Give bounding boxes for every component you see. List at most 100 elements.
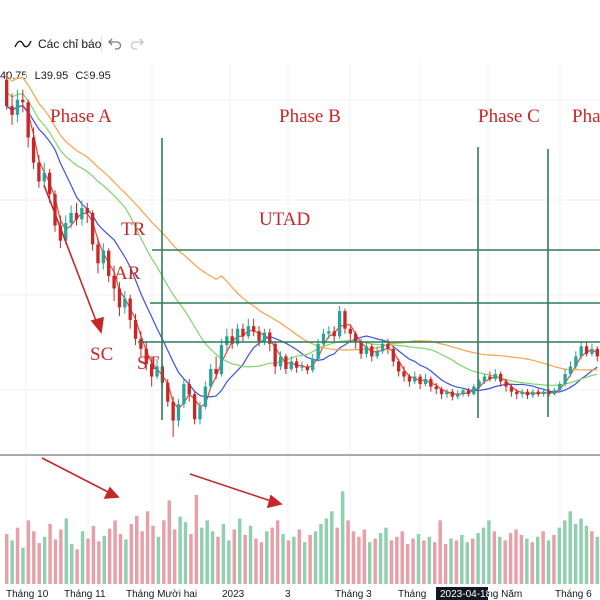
volume-bar xyxy=(118,534,123,584)
candle-body xyxy=(219,345,224,374)
volume-bar xyxy=(465,542,469,584)
candle-body xyxy=(568,366,573,374)
candle-body xyxy=(80,207,84,220)
volume-bar xyxy=(579,518,583,584)
tr-label: TR xyxy=(121,219,146,240)
volume-bar xyxy=(151,525,155,584)
candle-body xyxy=(278,356,283,367)
candle-body xyxy=(354,333,358,342)
candle-body xyxy=(64,223,68,241)
volume-bar xyxy=(460,534,464,584)
volume-bar xyxy=(32,531,36,584)
candle-body xyxy=(493,374,497,380)
indicators-button[interactable]: Các chỉ báo xyxy=(14,34,101,54)
volume-bar xyxy=(530,542,535,584)
candle-body xyxy=(311,358,315,371)
candle-body xyxy=(332,331,336,337)
candle-body xyxy=(192,394,197,420)
candle-body xyxy=(364,346,369,354)
volume-bar xyxy=(535,536,540,584)
candle-body xyxy=(90,212,95,245)
volume-bar xyxy=(319,524,323,584)
volume-bar xyxy=(546,540,551,584)
x-label-thang4: Tháng xyxy=(398,589,426,600)
candle-body xyxy=(230,336,234,344)
volume-bar xyxy=(259,542,264,584)
volume-bar xyxy=(297,529,302,584)
candle-body xyxy=(112,275,116,289)
volume-bar xyxy=(340,491,345,584)
candle-body xyxy=(563,374,567,385)
volume-bar xyxy=(10,540,14,584)
candle-body xyxy=(117,288,122,308)
volume-bar xyxy=(162,520,166,584)
volume-bar xyxy=(378,533,383,584)
candle-body xyxy=(300,366,304,368)
volume-bar xyxy=(411,538,415,584)
x-label-thang11: Tháng 11 xyxy=(64,589,106,600)
candle-body xyxy=(482,376,487,382)
price-chart[interactable]: Phase A Phase B Phase C Pha TR AR SC ST … xyxy=(0,62,600,600)
volume-bar xyxy=(503,540,507,584)
utad-label: UTAD xyxy=(259,209,310,230)
volume-bar xyxy=(384,527,388,584)
volume-bar xyxy=(15,527,20,584)
volume-bar xyxy=(508,533,513,584)
candle-body xyxy=(128,298,132,320)
indicators-label: Các chỉ báo xyxy=(38,37,102,51)
volume-bar xyxy=(254,538,258,584)
volume-bar xyxy=(189,534,193,584)
candle-body xyxy=(402,371,406,377)
volume-bar xyxy=(427,536,432,584)
volume-bar xyxy=(37,543,41,584)
candle-body xyxy=(579,346,583,357)
candle-body xyxy=(477,381,481,387)
candle-body xyxy=(268,332,272,344)
volume-bar xyxy=(373,538,377,584)
phase-b-label: Phase B xyxy=(279,106,341,127)
volume-bar xyxy=(172,529,177,584)
candle-body xyxy=(456,394,460,397)
volume-bar xyxy=(476,533,480,584)
candle-body xyxy=(284,356,288,369)
candle-body xyxy=(359,341,363,354)
volume-bar xyxy=(395,536,399,584)
volume-bar xyxy=(221,524,226,584)
candle-body xyxy=(595,348,599,357)
crosshair-date-badge xyxy=(436,587,488,600)
candle-body xyxy=(294,361,299,368)
toolbar-divider xyxy=(101,36,102,52)
phase-d-label: Pha xyxy=(572,106,600,127)
volume-bar xyxy=(205,520,209,584)
candle-body xyxy=(375,351,379,357)
time-axis: Tháng 10 Tháng 11 Tháng Mười hai 2023 3 … xyxy=(6,587,592,600)
volume-bar xyxy=(449,538,453,584)
candle-body xyxy=(574,356,578,367)
volume-bar xyxy=(21,547,25,584)
x-label-thang6: Tháng 6 xyxy=(555,589,592,600)
candle-body xyxy=(187,384,191,395)
candle-body xyxy=(541,391,546,395)
redo-button[interactable] xyxy=(130,34,144,54)
candle-body xyxy=(289,361,293,369)
candle-body xyxy=(241,328,245,337)
volume-bar xyxy=(53,539,58,584)
volume-bar xyxy=(243,534,247,584)
volume-bar xyxy=(97,541,101,584)
undo-button[interactable] xyxy=(108,34,122,54)
volume-bar xyxy=(470,538,475,584)
volume-bar xyxy=(525,538,529,584)
volume-bar xyxy=(400,531,404,584)
volume-bar xyxy=(91,525,96,584)
volume-bar xyxy=(541,531,545,584)
volume-bar xyxy=(405,544,410,584)
candle-body xyxy=(21,99,25,103)
x-label-thang3: Tháng 3 xyxy=(335,589,372,600)
candle-body xyxy=(413,376,417,382)
volume-bar xyxy=(86,538,90,584)
volume-bar xyxy=(590,531,594,584)
candle-body xyxy=(466,390,471,395)
volume-bar xyxy=(335,527,339,584)
candle-body xyxy=(198,406,202,420)
ohlc-low: L39.95 xyxy=(34,70,69,82)
